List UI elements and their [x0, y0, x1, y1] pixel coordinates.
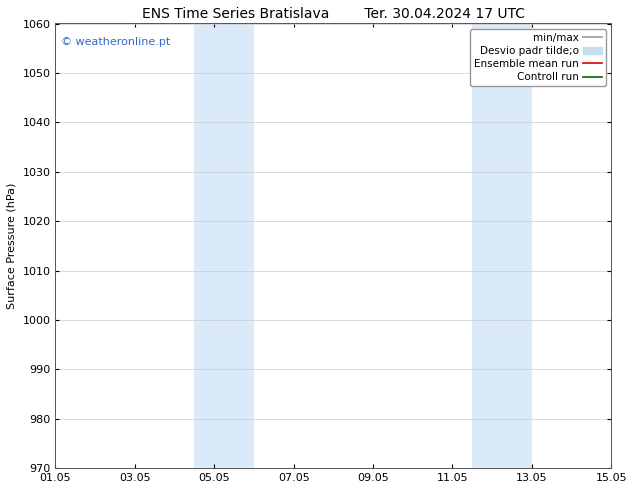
Legend: min/max, Desvio padr tilde;o, Ensemble mean run, Controll run: min/max, Desvio padr tilde;o, Ensemble m… — [470, 29, 606, 86]
Bar — [195, 24, 254, 468]
Title: ENS Time Series Bratislava        Ter. 30.04.2024 17 UTC: ENS Time Series Bratislava Ter. 30.04.20… — [142, 7, 525, 21]
Text: © weatheronline.pt: © weatheronline.pt — [61, 37, 171, 47]
Bar — [472, 24, 532, 468]
Y-axis label: Surface Pressure (hPa): Surface Pressure (hPa) — [7, 183, 17, 309]
